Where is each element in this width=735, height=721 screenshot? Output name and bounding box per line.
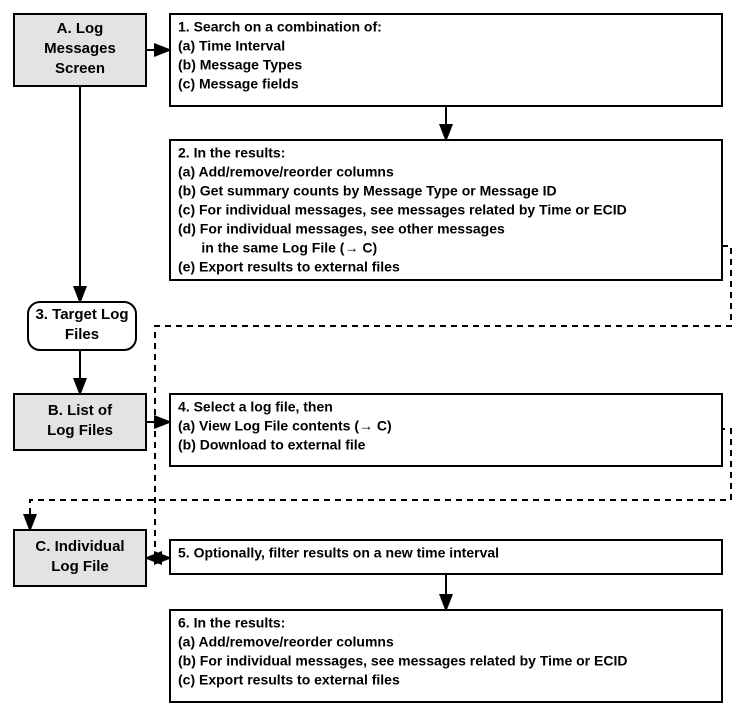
svg-text:Log Files: Log Files	[47, 422, 113, 439]
svg-text:(d) For individual messages, s: (d) For individual messages, see other m…	[178, 220, 505, 236]
svg-text:(a) Time Interval: (a) Time Interval	[178, 37, 285, 53]
node-B: B. List of Log Files	[14, 394, 146, 450]
svg-text:(c) Export results to external: (c) Export results to external files	[178, 671, 400, 687]
svg-text:(c) Message fields: (c) Message fields	[178, 75, 299, 91]
svg-text:Messages: Messages	[44, 40, 116, 57]
svg-text:4. Select a log file, then: 4. Select a log file, then	[178, 398, 333, 414]
node-node3: 3. Target Log Files	[28, 302, 136, 350]
svg-text:6. In the results:: 6. In the results:	[178, 614, 285, 630]
node-box6: 6. In the results: (a) Add/remove/reorder…	[170, 610, 722, 702]
svg-text:(e) Export results to external: (e) Export results to external files	[178, 258, 400, 274]
nodes: A. Log Messages Screen 1. Search on a combi…	[14, 14, 722, 702]
node-box5: 5. Optionally, filter results on a new t…	[170, 540, 722, 574]
node-box4: 4. Select a log file, then (a) View Log F…	[170, 394, 722, 466]
svg-text:(b) For individual messages, s: (b) For individual messages, see message…	[178, 652, 627, 668]
svg-text:Files: Files	[65, 326, 99, 343]
svg-text:(a) View Log File contents (→: (a) View Log File contents (→ C)	[178, 417, 392, 433]
node-box1: 1. Search on a combination of: (a) Time I…	[170, 14, 722, 106]
svg-text:(a) Add/remove/reorder columns: (a) Add/remove/reorder columns	[178, 633, 394, 649]
svg-text:2. In the results:: 2. In the results:	[178, 144, 285, 160]
svg-text:Log File: Log File	[51, 558, 109, 575]
svg-text:Screen: Screen	[55, 60, 105, 77]
node-C: C. Individual Log File	[14, 530, 146, 586]
svg-text:3. Target Log: 3. Target Log	[35, 306, 128, 323]
svg-text:B. List of: B. List of	[48, 402, 113, 419]
svg-text:(a) Add/remove/reorder columns: (a) Add/remove/reorder columns	[178, 163, 394, 179]
svg-text:A. Log: A. Log	[57, 20, 104, 37]
svg-text:(b) Download to external file: (b) Download to external file	[178, 436, 366, 452]
svg-text:C. Individual: C. Individual	[35, 538, 124, 555]
svg-text:1. Search on a combination of:: 1. Search on a combination of:	[178, 18, 382, 34]
node-box2: 2. In the results: (a) Add/remove/reorder…	[170, 140, 722, 280]
svg-text:in the same Log File (→ C): in the same Log File (→ C)	[178, 239, 377, 255]
svg-text:(b) Get summary counts by Mess: (b) Get summary counts by Message Type o…	[178, 182, 557, 198]
node-A: A. Log Messages Screen	[14, 14, 146, 86]
svg-text:(c) For individual messages, s: (c) For individual messages, see message…	[178, 201, 627, 217]
svg-text:5. Optionally, filter results: 5. Optionally, filter results on a new t…	[178, 544, 499, 560]
svg-text:(b) Message Types: (b) Message Types	[178, 56, 302, 72]
